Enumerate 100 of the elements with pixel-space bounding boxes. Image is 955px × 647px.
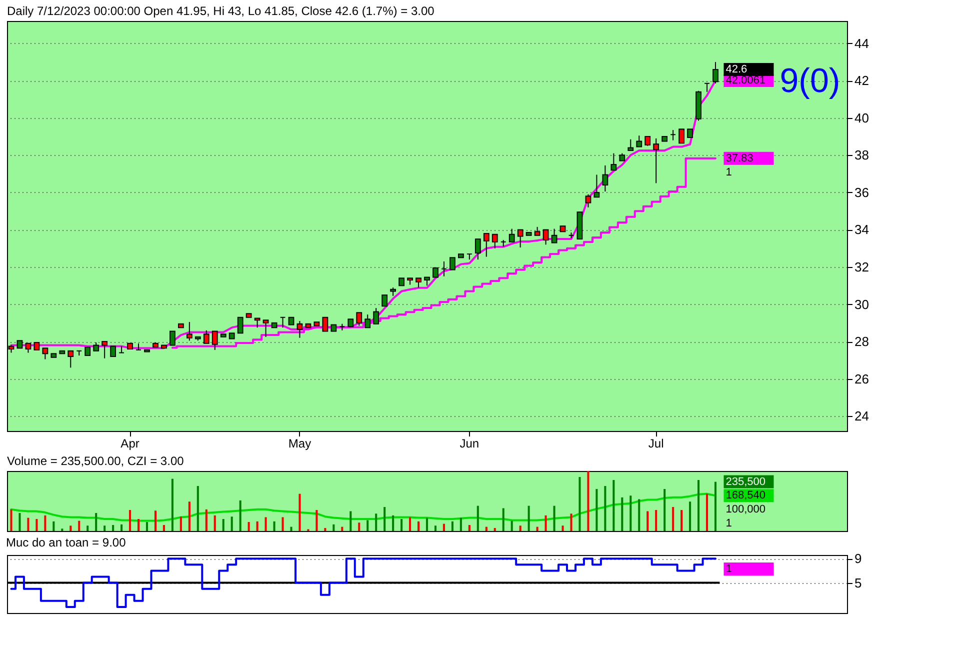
y-tick-label: 36 (854, 184, 869, 200)
candlestick (356, 312, 362, 326)
bar (264, 517, 267, 531)
bar (426, 518, 428, 531)
y-tick-label: 26 (854, 371, 869, 386)
bar (239, 500, 242, 531)
candlestick (42, 348, 48, 360)
bar (52, 521, 55, 531)
bar (612, 480, 615, 531)
candlestick (364, 314, 371, 328)
bar (697, 480, 700, 531)
candlestick (653, 138, 660, 184)
bar (350, 511, 352, 531)
candlestick (542, 229, 549, 246)
bar (604, 486, 606, 531)
bar (146, 522, 148, 531)
bar (510, 520, 513, 531)
bar (171, 478, 174, 531)
y-tick-label: 32 (854, 260, 869, 274)
bar (485, 526, 488, 531)
bar (672, 507, 674, 531)
bar (451, 521, 454, 531)
bar (129, 510, 132, 531)
bar (196, 486, 199, 531)
candlestick (466, 253, 472, 260)
chart-title: Muc do an toan = 9.00 (6, 536, 126, 550)
bar (621, 497, 624, 531)
bar (409, 517, 412, 531)
candlestick (203, 330, 210, 344)
text: 1 (726, 563, 732, 575)
bar (70, 526, 72, 531)
y-tick-label: 28 (854, 334, 869, 350)
candlestick (610, 152, 617, 171)
y-tick-label: 38 (854, 148, 869, 163)
candlestick (483, 232, 490, 258)
bar (375, 514, 378, 531)
text: 1 (726, 166, 732, 178)
candlestick (704, 82, 710, 92)
bar (44, 515, 46, 531)
chart-title: Volume = 235,500.00, CZI = 3.00 (7, 454, 184, 468)
bar (154, 510, 157, 531)
bar (544, 515, 547, 531)
bar (188, 502, 190, 531)
candlestick (712, 62, 718, 84)
bar (316, 510, 318, 531)
x-tick-label: May (288, 436, 312, 450)
bar (180, 516, 182, 531)
candlestick (636, 135, 642, 148)
bar (290, 526, 292, 531)
text: 100,000 (726, 504, 766, 516)
bar (298, 494, 301, 531)
bar (638, 499, 640, 531)
candlestick (492, 234, 498, 249)
candlestick (322, 316, 328, 332)
bar (536, 526, 538, 531)
candlestick (373, 308, 380, 324)
candlestick (594, 174, 600, 198)
bar (332, 524, 335, 531)
data-label: 42.0061 (726, 74, 766, 87)
bar (366, 520, 369, 531)
bar (214, 515, 216, 531)
candlestick (441, 260, 447, 277)
candlestick (68, 350, 74, 368)
candlestick (585, 194, 592, 208)
bar (562, 526, 564, 531)
bar (706, 494, 708, 531)
bar (78, 520, 80, 531)
bar (273, 521, 276, 531)
y-tick-label: 44 (854, 36, 869, 51)
candlestick (450, 257, 456, 270)
candlestick (508, 228, 515, 242)
bar (248, 522, 250, 531)
bar (655, 510, 658, 531)
bar (646, 511, 649, 531)
text: 1 (726, 518, 732, 530)
bar (358, 522, 360, 531)
bar (324, 528, 326, 531)
candlestick (678, 128, 684, 144)
bar (714, 482, 717, 531)
data-label: 37.83 (726, 152, 754, 164)
y-tick-label: 30 (854, 296, 869, 312)
bar (570, 514, 572, 531)
bar (27, 518, 30, 531)
y-tick-label: 42 (854, 73, 869, 88)
x-tick-label: Jun (460, 436, 480, 450)
bar (519, 526, 522, 531)
candlestick (474, 238, 481, 260)
bar (162, 525, 165, 531)
y-tick-label: 34 (854, 222, 869, 238)
bar (341, 526, 344, 531)
bar (587, 471, 590, 531)
bar (476, 506, 479, 531)
candlestick (170, 330, 176, 346)
bar (392, 515, 394, 531)
bar (442, 524, 445, 531)
x-tick-label: Apr (120, 436, 140, 450)
bar (222, 519, 224, 531)
candlestick (118, 346, 124, 354)
bar (664, 489, 666, 531)
bar (528, 506, 530, 531)
